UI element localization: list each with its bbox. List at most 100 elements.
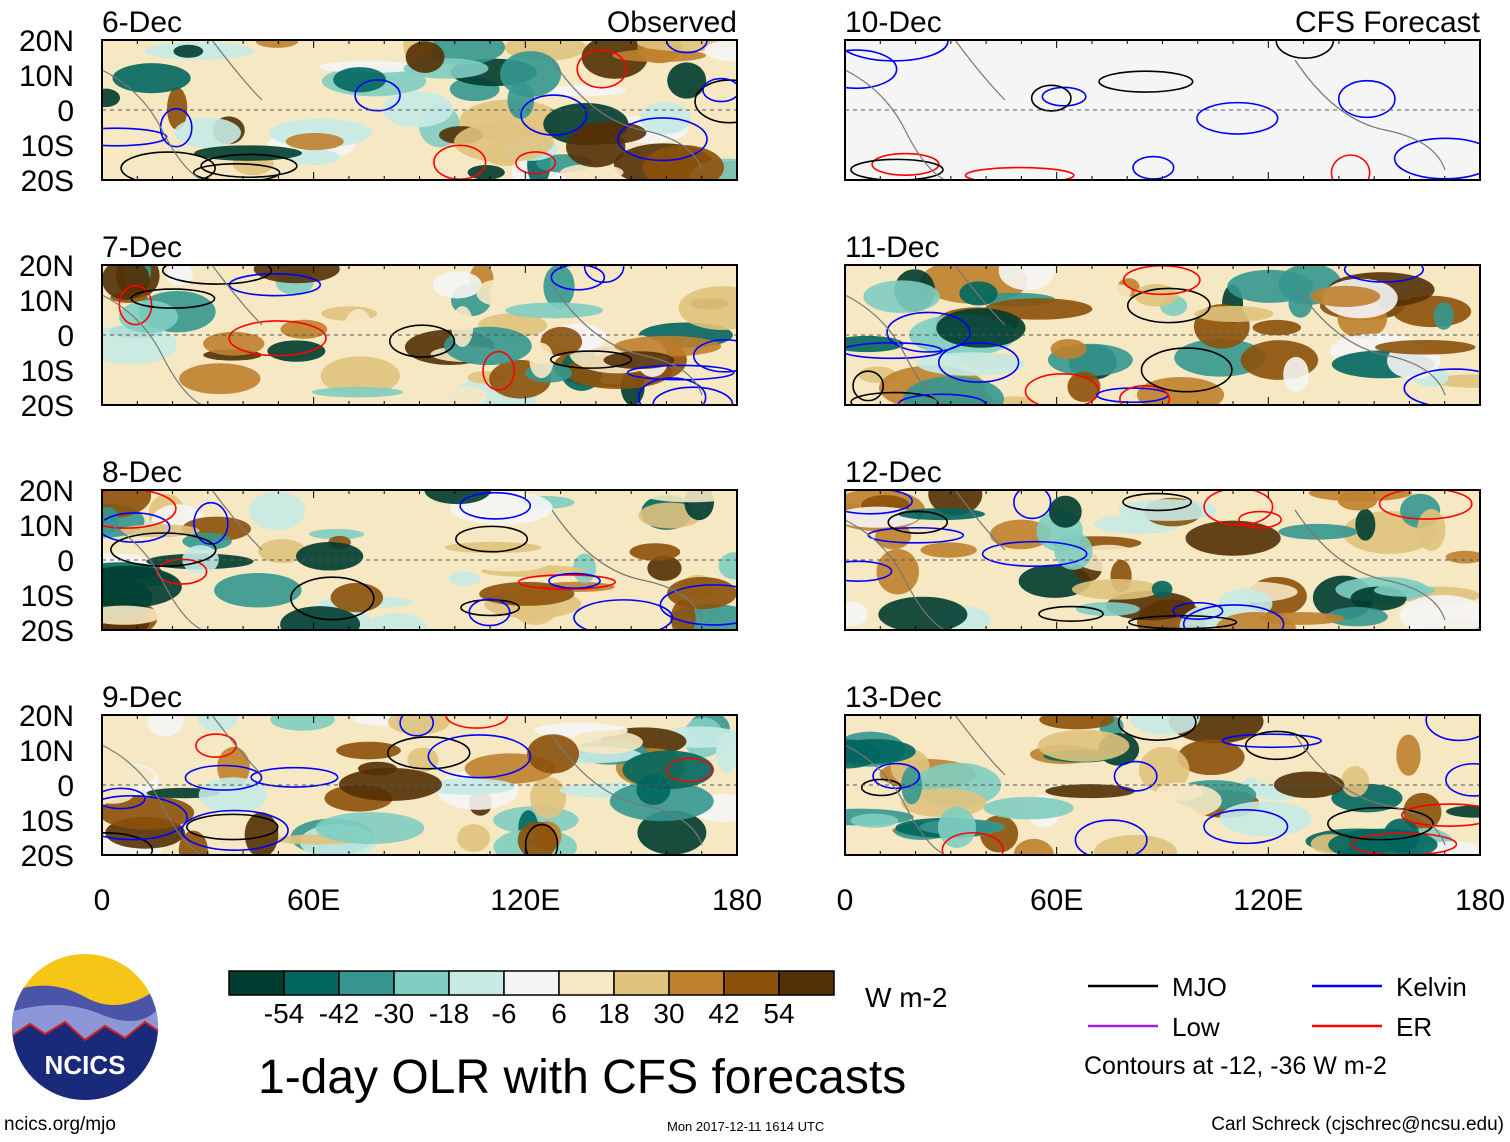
olr-anomaly-blob (1072, 579, 1161, 600)
y-tick-label: 20N (19, 700, 74, 733)
wave-contour (250, 766, 339, 788)
olr-anomaly-blob (529, 342, 554, 379)
olr-anomaly-blob (704, 40, 737, 62)
olr-anomaly-blob (629, 543, 681, 561)
olr-anomaly-blob (102, 507, 120, 534)
olr-anomaly-blob (1375, 339, 1476, 355)
olr-anomaly-blob (1216, 612, 1296, 630)
wave-contour (520, 94, 588, 136)
wave-contour (887, 510, 949, 534)
olr-anomaly-blob (998, 265, 1055, 291)
x-tick-label: 120E (490, 884, 560, 917)
olr-anomaly-blob (920, 542, 977, 558)
colorbar-swatch (228, 970, 285, 996)
wave-contour (1140, 347, 1233, 393)
olr-anomaly-blob (1194, 305, 1274, 322)
olr-anomaly-blob (1433, 302, 1454, 330)
wave-contour (845, 490, 913, 515)
olr-anomaly-blob (102, 565, 182, 608)
y-tick-label: 0 (57, 320, 74, 353)
y-tick-label: 20S (21, 840, 74, 873)
footer-url[interactable]: ncics.org/mjo (4, 1114, 116, 1135)
wave-contour (427, 734, 532, 779)
wave-contour (102, 490, 177, 529)
olr-anomaly-blob (382, 91, 454, 128)
wave-contour (110, 532, 217, 568)
olr-anomaly-blob (1239, 490, 1287, 512)
legend-label: Kelvin (1396, 972, 1467, 1002)
olr-anomaly-blob (1227, 269, 1314, 303)
panel-date-label: 8-Dec (102, 456, 182, 489)
y-tick-label: 10N (19, 735, 74, 768)
olr-anomaly-blob (387, 715, 450, 735)
olr-anomaly-blob (466, 549, 553, 572)
colorbar-swatch (503, 970, 560, 996)
olr-anomaly-blob (330, 582, 384, 613)
olr-anomaly-blob (1399, 594, 1480, 630)
olr-anomaly-blob (432, 271, 482, 299)
olr-anomaly-blob (255, 40, 299, 48)
colorbar-tick-label: 6 (551, 998, 567, 1029)
olr-anomaly-blob (173, 117, 241, 148)
olr-field (845, 40, 1480, 180)
wave-contour (549, 350, 633, 369)
wave-contour (200, 153, 298, 179)
y-tick-label: 0 (57, 545, 74, 578)
wave-contour (845, 40, 949, 62)
olr-anomaly-blob (959, 281, 998, 306)
wave-contour (184, 764, 263, 791)
wave-contour (1378, 490, 1473, 520)
panel-date-label: 10-Dec (845, 6, 942, 39)
olr-anomaly-blob (1134, 284, 1178, 307)
x-tick-label: 60E (1030, 884, 1083, 917)
wave-contour (120, 151, 216, 180)
colorbar: -54 -42 -30 -18 -6 6 18 30 42 54 (228, 970, 835, 1029)
wave-contour (845, 342, 943, 360)
olr-field (102, 715, 737, 855)
olr-anomaly-blob (540, 326, 583, 357)
wave-contour (1128, 614, 1238, 630)
olr-anomaly-blob (1067, 371, 1101, 403)
wave-contour (102, 127, 168, 147)
contour-note: Contours at -12, -36 W m-2 (1084, 1052, 1387, 1080)
panel-date-label: 7-Dec (102, 231, 182, 264)
olr-field (845, 715, 1480, 855)
olr-anomaly-blob (1417, 508, 1446, 551)
legend: MJO Kelvin Low ER (1088, 972, 1467, 1042)
colorbar-tick-label: -30 (374, 998, 414, 1029)
wave-contour (845, 560, 893, 582)
colorbar-swatch (448, 970, 505, 996)
x-tick-label: 0 (837, 884, 854, 917)
y-tick-label: 20S (21, 615, 74, 648)
wave-contour (524, 823, 559, 855)
wave-contour (1350, 832, 1458, 855)
y-tick-label: 0 (57, 770, 74, 803)
y-tick-label: 0 (57, 95, 74, 128)
olr-anomaly-blob (102, 265, 150, 300)
wave-contour (1113, 760, 1158, 792)
wave-contour (102, 794, 188, 841)
wave-contour (1172, 601, 1224, 620)
wave-contour (1122, 492, 1193, 512)
wave-contour (1117, 715, 1197, 741)
colorbar-swatch (778, 970, 835, 996)
column-title: Observed (607, 6, 737, 39)
olr-anomaly-blob (1252, 319, 1302, 336)
wave-contour (1327, 806, 1434, 841)
wave-contour (964, 166, 1075, 180)
colorbar-swatch (613, 970, 670, 996)
wave-contour (482, 350, 515, 391)
wave-contour (665, 757, 714, 783)
panel-date-label: 13-Dec (845, 681, 942, 714)
olr-anomaly-blob (280, 606, 361, 630)
olr-anomaly-blob (850, 813, 899, 828)
olr-anomaly-blob (1310, 285, 1381, 307)
ncics-logo: NCICS (12, 954, 158, 1100)
wave-contour (1445, 762, 1480, 797)
y-tick-label: 20N (19, 475, 74, 508)
x-tick-label: 180 (1455, 884, 1505, 917)
olr-anomaly-blob (1093, 834, 1178, 855)
y-tick-label: 20N (19, 250, 74, 283)
